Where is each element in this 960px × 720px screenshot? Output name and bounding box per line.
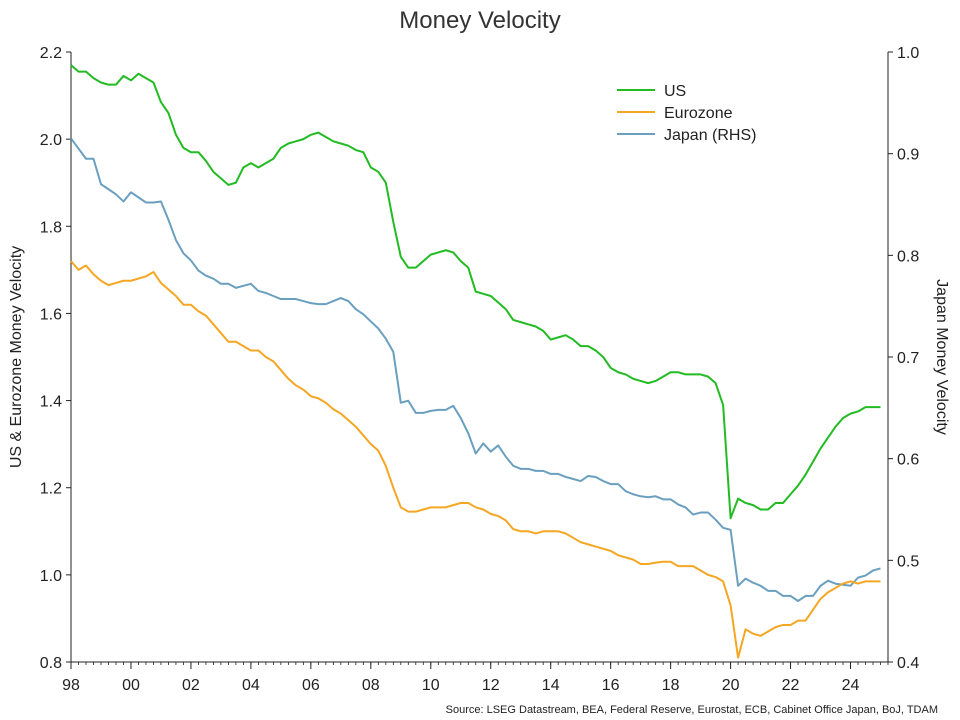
y2-tick-label: 0.4 xyxy=(897,655,919,672)
x-ticks: 98 00 02 04 06 08 10 12 14 16 18 20 22 24 xyxy=(62,662,889,694)
x-tick-label: 98 xyxy=(62,677,80,694)
chart-title: Money Velocity xyxy=(399,7,560,34)
series-line-japan-rhs xyxy=(70,137,881,602)
right-y-axis-title: Japan Money Velocity xyxy=(933,279,950,435)
y-tick-label: 1.4 xyxy=(40,394,62,411)
y2-tick-label: 0.6 xyxy=(897,452,919,469)
source-note: Source: LSEG Datastream, BEA, Federal Re… xyxy=(446,704,938,716)
y2-tick-label: 1.0 xyxy=(897,45,919,62)
legend-label-eurozone: Eurozone xyxy=(664,105,733,122)
x-tick-label: 18 xyxy=(662,677,680,694)
x-tick-label: 02 xyxy=(182,677,200,694)
y-tick-label: 1.6 xyxy=(40,306,62,323)
series-line-us xyxy=(70,64,881,520)
x-tick-label: 14 xyxy=(542,677,560,694)
y-tick-label: 1.2 xyxy=(40,481,62,498)
left-y-ticks: 2.2 2.0 1.8 1.6 1.4 1.2 1.0 0.8 xyxy=(40,45,71,672)
y-tick-label: 0.8 xyxy=(40,655,62,672)
y2-tick-label: 0.8 xyxy=(897,248,919,265)
x-tick-label: 10 xyxy=(422,677,440,694)
y2-tick-label: 0.7 xyxy=(897,350,919,367)
x-tick-label: 08 xyxy=(362,677,380,694)
y-tick-label: 1.0 xyxy=(40,568,62,585)
x-tick-label: 22 xyxy=(782,677,800,694)
series-lines xyxy=(70,64,881,659)
x-tick-label: 06 xyxy=(302,677,320,694)
x-tick-label: 20 xyxy=(722,677,740,694)
legend: US Eurozone Japan (RHS) xyxy=(617,83,756,144)
y-tick-label: 2.2 xyxy=(40,45,62,62)
right-y-ticks: 1.0 0.9 0.8 0.7 0.6 0.5 0.4 xyxy=(888,45,919,672)
x-tick-label: 00 xyxy=(122,677,140,694)
series-line-eurozone xyxy=(70,260,881,659)
y-tick-label: 2.0 xyxy=(40,132,62,149)
y-tick-label: 1.8 xyxy=(40,219,62,236)
x-tick-label: 04 xyxy=(242,677,260,694)
legend-label-japan-rhs: Japan (RHS) xyxy=(664,127,756,144)
x-tick-label: 12 xyxy=(482,677,500,694)
x-tick-label: 16 xyxy=(602,677,620,694)
legend-label-us: US xyxy=(664,83,686,100)
y2-tick-label: 0.5 xyxy=(897,553,919,570)
x-tick-label: 24 xyxy=(842,677,860,694)
left-y-axis-title: US & Eurozone Money Velocity xyxy=(8,246,25,468)
y2-tick-label: 0.9 xyxy=(897,147,919,164)
